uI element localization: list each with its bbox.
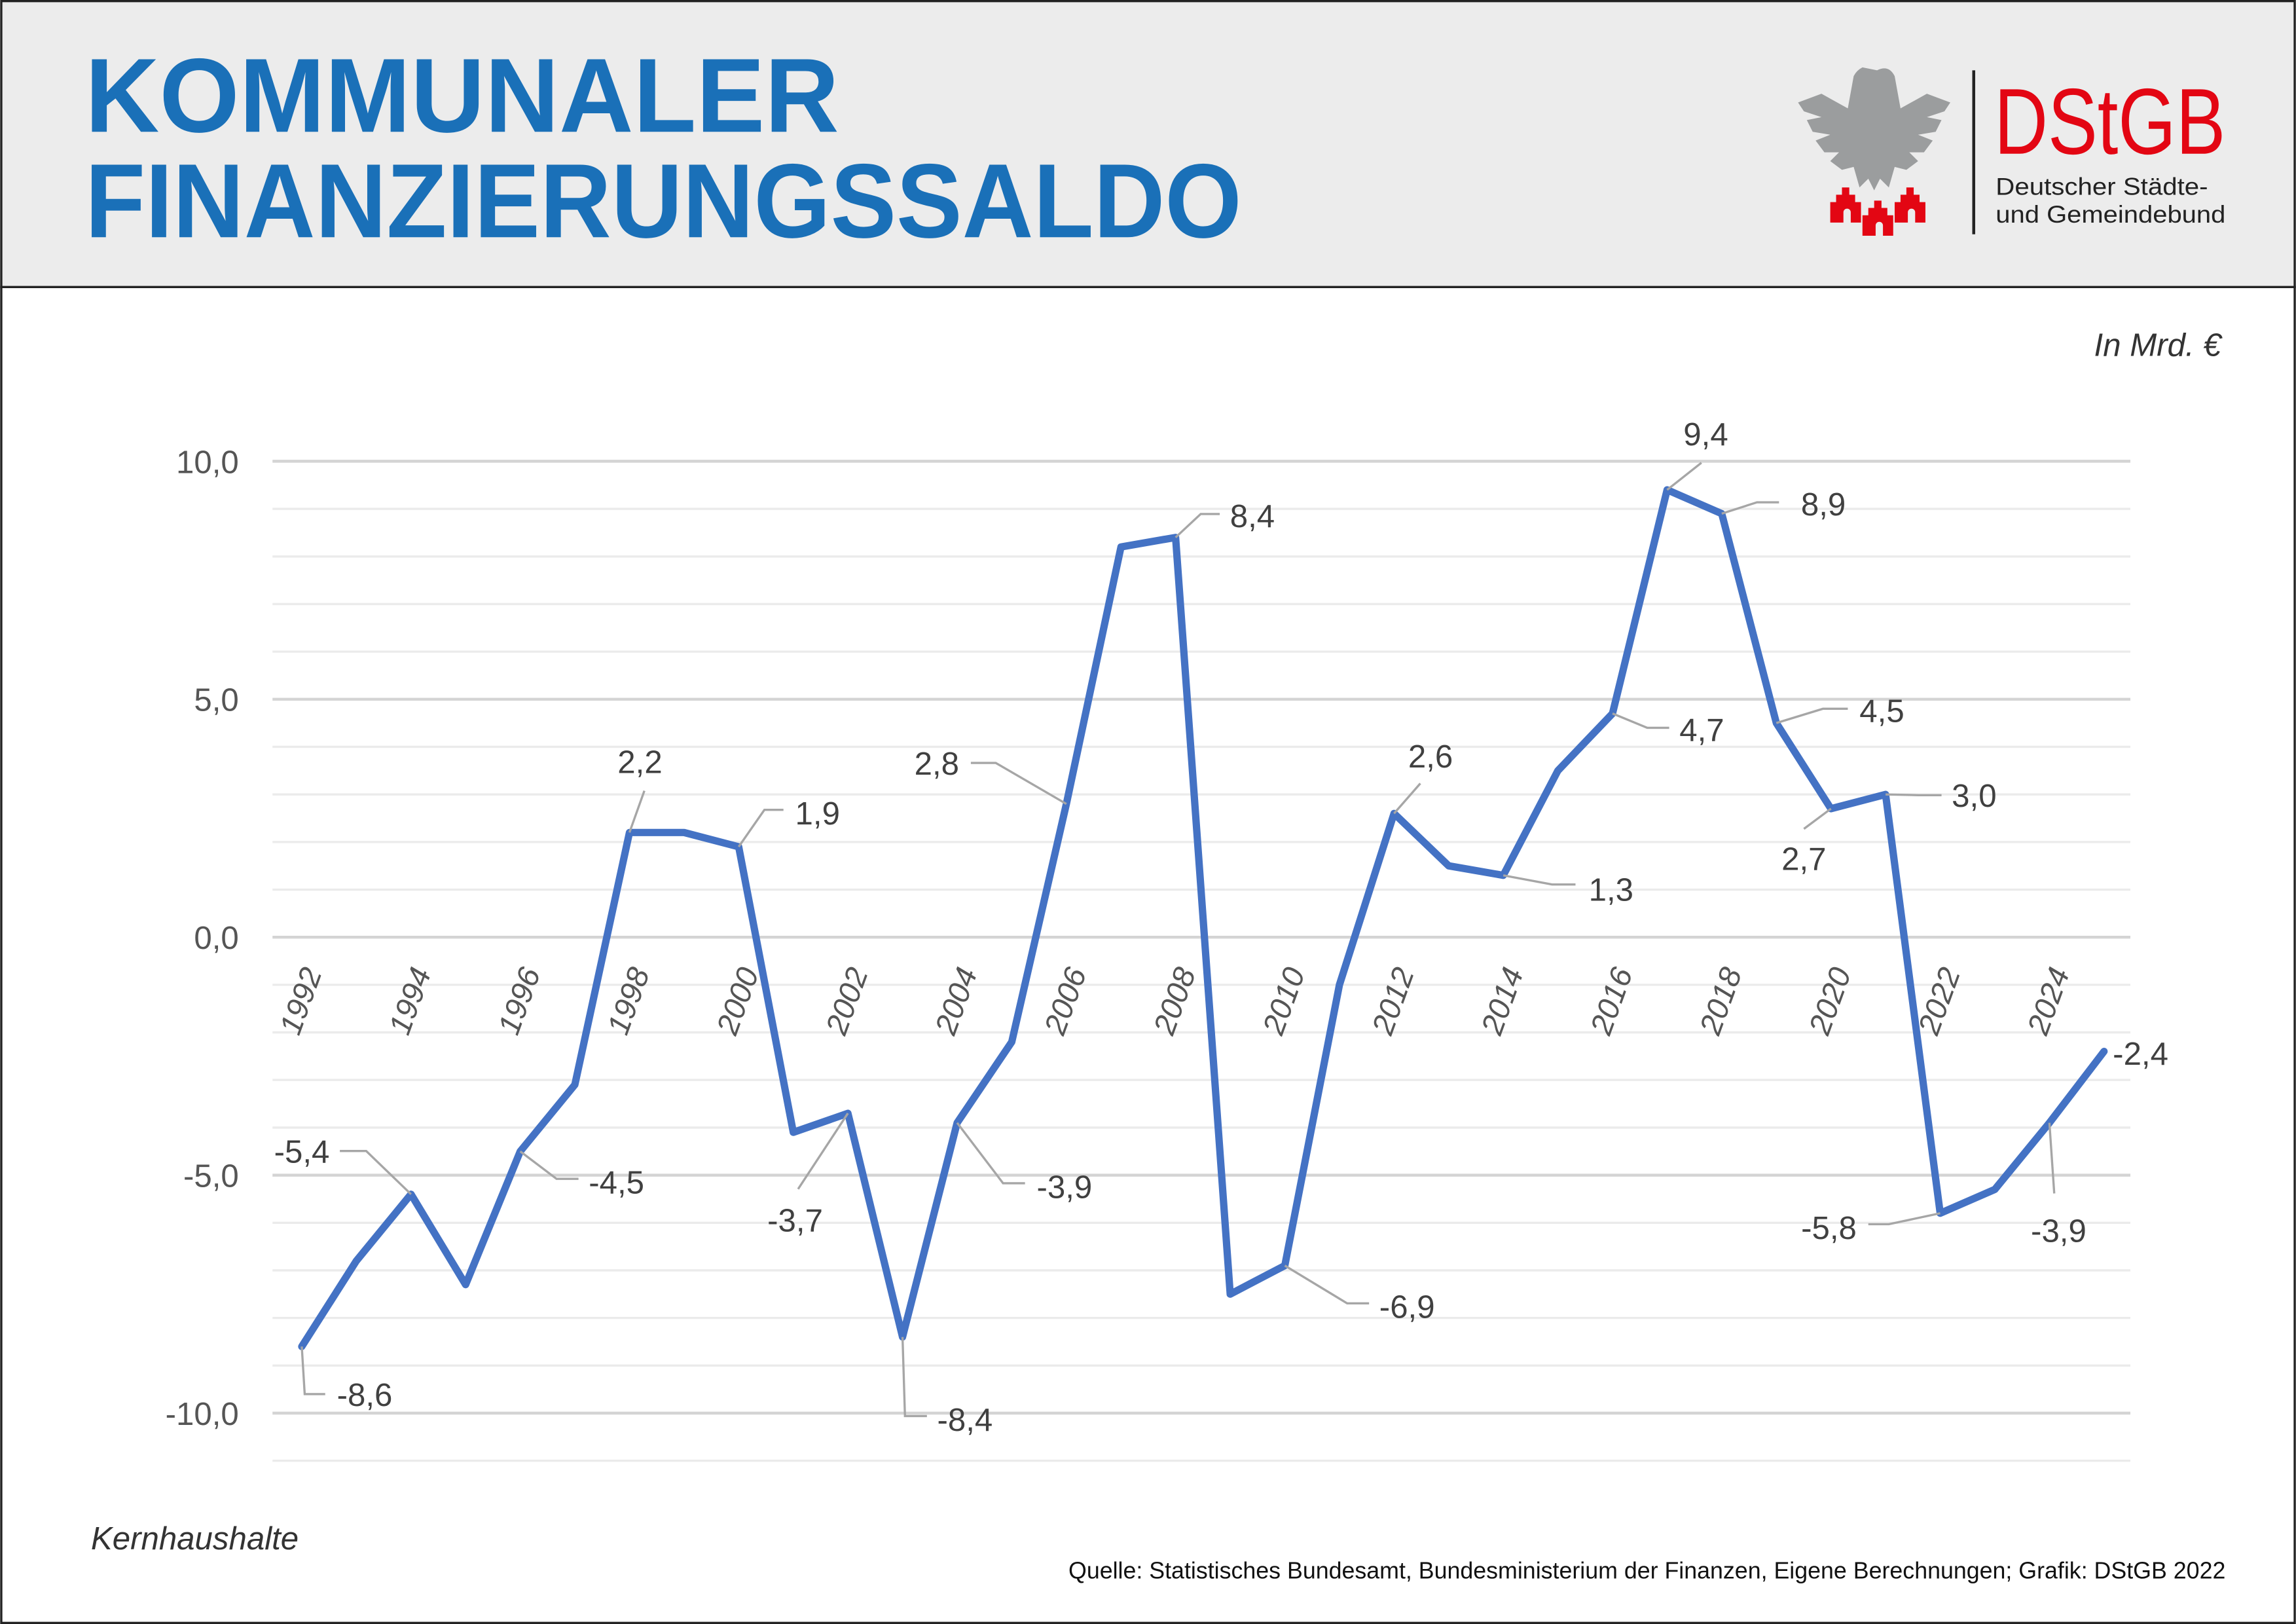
logo-wordmark: DStGB (1994, 69, 2225, 174)
data-label: -3,9 (1037, 1169, 1093, 1205)
data-label: 3,0 (1952, 778, 1996, 814)
data-label: 2,8 (915, 746, 959, 782)
leader-line (1886, 793, 1942, 796)
leader-line (1612, 712, 1669, 729)
leader-line (628, 790, 646, 833)
logo-subtitle-2: und Gemeindebund (1995, 201, 2225, 228)
leader-line (1393, 783, 1421, 815)
leader-line (1284, 1264, 1370, 1304)
unit-label: In Mrd. € (2094, 327, 2223, 363)
leader-line (737, 808, 784, 848)
data-label: 1,9 (795, 796, 840, 832)
data-label: -3,7 (767, 1203, 823, 1239)
data-label: 8,9 (1801, 487, 1846, 523)
data-label: -5,4 (274, 1134, 330, 1170)
line-path (298, 486, 2108, 1350)
leader-line (1776, 707, 1848, 724)
data-label: 4,7 (1679, 712, 1724, 748)
leader-line (340, 1150, 412, 1195)
data-label: -6,9 (1379, 1289, 1435, 1325)
y-axis-ticks: 10,0 5,0 0,0 -5,0 -10,0 (166, 444, 239, 1432)
data-label: -8,6 (337, 1377, 393, 1413)
data-label: 2,6 (1408, 739, 1453, 775)
leader-line (1803, 807, 1832, 830)
data-label: -2,4 (2113, 1036, 2168, 1072)
leader-line (970, 762, 1067, 805)
data-label: -8,4 (937, 1402, 993, 1438)
logo-subtitle-1: Deutscher Städte- (1995, 173, 2208, 200)
leader-line (1721, 501, 1779, 515)
data-labels: -8,6 -5,4 -4,5 2,2 1,9 -3,7 -8,4 -3,9 2,8 8,4 -6,9… (274, 416, 2168, 1438)
leader-line (1868, 1212, 1941, 1226)
leader-line (2048, 1122, 2056, 1194)
leader-line (1175, 513, 1220, 538)
y-tick-label: 10,0 (176, 444, 239, 480)
data-label: -4,5 (589, 1165, 644, 1201)
houses-icon (1830, 187, 1925, 236)
footnote: Kernhaushalte (91, 1521, 299, 1557)
leader-line (301, 1346, 325, 1395)
leader-line (519, 1150, 579, 1180)
leader-line (1503, 874, 1576, 886)
gridlines (272, 460, 2131, 1462)
source-note: Quelle: Statistisches Bundesamt, Bundesm… (1068, 1558, 2225, 1584)
data-label: 2,7 (1781, 841, 1826, 877)
data-label: 4,5 (1859, 693, 1904, 729)
leader-line (901, 1337, 927, 1418)
data-label: -5,8 (1801, 1210, 1857, 1246)
y-tick-label: 0,0 (194, 920, 238, 956)
y-tick-label: -5,0 (183, 1158, 239, 1194)
y-tick-label: -10,0 (166, 1396, 239, 1432)
title-line-2: FINANZIERUNGSSALDO (85, 142, 1242, 260)
data-label: -3,9 (2031, 1213, 2086, 1249)
data-label: 1,3 (1589, 872, 1633, 908)
data-label: 9,4 (1683, 416, 1728, 452)
data-label: 2,2 (617, 745, 662, 781)
leader-line (956, 1122, 1025, 1185)
data-label: 8,4 (1230, 498, 1275, 534)
title-line-1: KOMMUNALER (85, 37, 839, 155)
dstgb-logo: DStGB Deutscher Städte- und Gemeindebund (1798, 67, 2225, 236)
eagle-icon (1798, 67, 1950, 191)
leader-line (1666, 462, 1702, 491)
y-tick-label: 5,0 (194, 682, 238, 718)
leader-line (797, 1113, 849, 1190)
